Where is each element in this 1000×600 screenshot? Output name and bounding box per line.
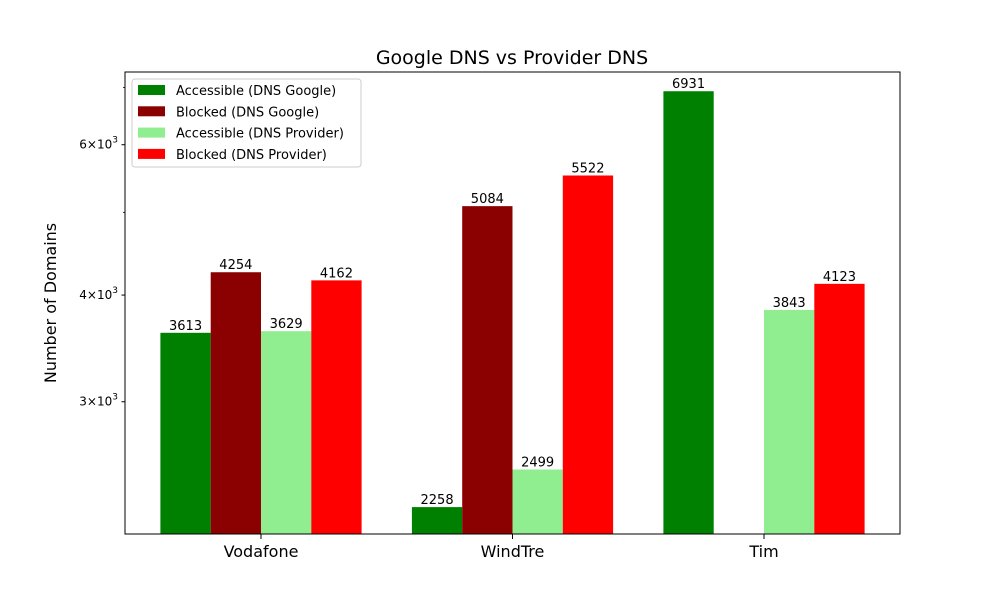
legend: Accessible (DNS Google) Blocked (DNS Goog… — [131, 78, 362, 168]
data-label: 2258 — [421, 493, 454, 508]
legend-entry: Accessible (DNS Google) — [176, 84, 336, 99]
bar-tim-3 — [764, 309, 815, 534]
x-tick-label: Tim — [748, 542, 778, 561]
data-label: 3613 — [169, 319, 202, 334]
plot-frame — [124, 71, 901, 535]
legend-swatch — [138, 148, 165, 159]
data-label: 6931 — [672, 77, 705, 92]
data-label: 3843 — [773, 296, 806, 311]
y-tick-label: 4×103 — [79, 286, 118, 302]
data-label: 2499 — [521, 456, 554, 471]
data-label: 5084 — [471, 192, 504, 207]
legend-entry: Blocked (DNS Google) — [176, 105, 319, 120]
data-label: 4123 — [823, 270, 856, 285]
x-axis-ticks: Vodafone WindTre Tim — [224, 534, 779, 561]
data-label: 4162 — [320, 266, 353, 281]
bar-tim-1 — [663, 91, 714, 534]
x-tick-label: WindTre — [481, 542, 545, 561]
legend-entry: Blocked (DNS Provider) — [176, 148, 327, 163]
bars-group — [160, 91, 865, 534]
bar-vodafone-1 — [160, 332, 211, 534]
legend-box — [131, 78, 362, 168]
bar-windtre-2 — [462, 206, 513, 534]
legend-swatch — [138, 127, 165, 138]
bar-vodafone-2 — [210, 272, 261, 534]
data-label: 4254 — [219, 258, 252, 273]
data-label: 3629 — [270, 317, 303, 332]
x-tick-label: Vodafone — [224, 542, 299, 561]
legend-swatch — [138, 106, 165, 117]
bar-tim-4 — [814, 283, 865, 534]
y-axis-label: Number of Domains — [41, 223, 60, 383]
chart-title: Google DNS vs Provider DNS — [376, 47, 648, 69]
data-labels-group: 3613 4254 3629 4162 2258 5084 2499 5522 6931 3843… — [169, 77, 856, 508]
bar-windtre-3 — [512, 469, 563, 534]
y-axis-ticks: 3×103 4×103 6×103 — [79, 87, 125, 409]
data-label: 5522 — [571, 162, 604, 177]
bar-vodafone-3 — [261, 331, 312, 534]
bar-windtre-4 — [562, 175, 614, 534]
bar-vodafone-4 — [311, 280, 362, 534]
legend-entry: Accessible (DNS Provider) — [176, 127, 344, 142]
y-tick-label: 6×103 — [79, 136, 118, 152]
y-tick-label: 3×103 — [79, 393, 118, 409]
legend-swatch — [138, 85, 165, 95]
bar-windtre-1 — [411, 507, 463, 534]
